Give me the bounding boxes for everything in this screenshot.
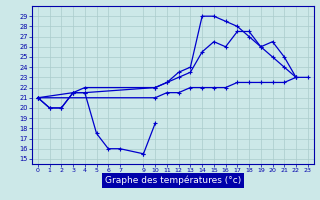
X-axis label: Graphe des températures (°c): Graphe des températures (°c) <box>105 176 241 185</box>
